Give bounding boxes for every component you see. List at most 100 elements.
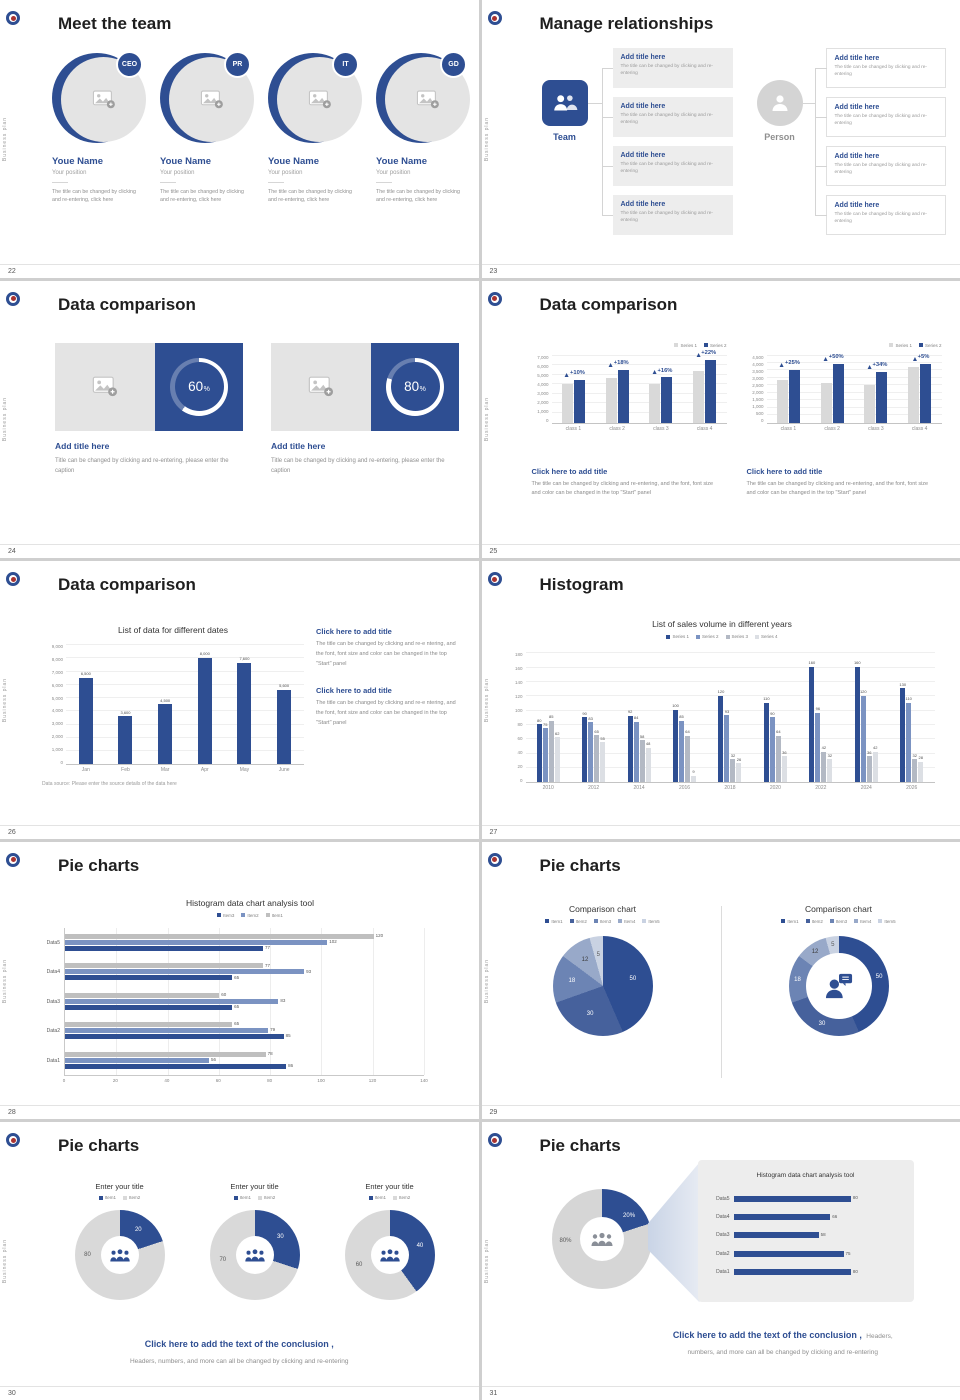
person-icon bbox=[772, 95, 787, 111]
box-text: The title can be changed by clicking and… bbox=[834, 65, 928, 78]
slide-23: Business plan Manage relationships Team … bbox=[481, 0, 960, 278]
footer-divider bbox=[0, 544, 479, 546]
page-number: 22 bbox=[8, 267, 16, 275]
comparison-left: Comparison chart Item1 Item2 Item3 Item4 Ite… bbox=[498, 904, 708, 1036]
sidebar-watermark-text: Business plan bbox=[483, 677, 490, 723]
avatar: IT bbox=[268, 50, 362, 147]
box-text: The title can be changed by clicking and… bbox=[834, 114, 928, 127]
chart-title: Enter your title bbox=[95, 1182, 144, 1192]
legend: Item1 Item2 Item3 Item4 Item5 bbox=[498, 919, 708, 924]
slide-31: Business plan Pie charts 20% 80% Histogra… bbox=[481, 1122, 960, 1400]
cta-block: Click here to add title The title can be… bbox=[532, 467, 720, 500]
chart-block-right: Series 1 Series 2 4,500 4,000 3,500 3,000 2,5… bbox=[747, 331, 942, 432]
legend: Series 1 Series 2 bbox=[747, 343, 942, 348]
image-placeholder-icon bbox=[200, 90, 223, 109]
slide-22: Business plan Meet the team CEO Youe Nam… bbox=[0, 0, 479, 278]
team-member-card: IT Youe Name Your position The title can… bbox=[268, 50, 362, 204]
brand-roundel-logo-icon bbox=[487, 291, 502, 306]
page-number: 23 bbox=[489, 267, 498, 275]
people-group-icon bbox=[109, 1249, 130, 1262]
slide-title: Manage relationships bbox=[539, 14, 714, 33]
chart-title: Comparison chart bbox=[804, 903, 873, 914]
member-description: The title can be changed by clicking and… bbox=[52, 189, 136, 204]
slide-26: Business plan Data comparison List of da… bbox=[0, 561, 479, 839]
donut-wrap: 50 30 18 12 5 bbox=[734, 935, 944, 1036]
team-members-row: CEO Youe Name Your position The title ca… bbox=[52, 50, 470, 204]
footer-divider bbox=[0, 824, 479, 826]
projection-beam-shape bbox=[647, 1162, 700, 1303]
page-number: 31 bbox=[489, 1390, 498, 1397]
grouped-bar-chart: 4,500 4,000 3,500 3,000 2,500 2,000 1,500 1,000… bbox=[747, 354, 942, 432]
caption-text: Title can be changed by clicking and re-… bbox=[271, 457, 445, 474]
slide-title: Data comparison bbox=[539, 294, 678, 314]
conclusion-inline: Headers, bbox=[866, 1333, 893, 1341]
sidebar-watermark-text: Business plan bbox=[2, 397, 8, 442]
card-caption: Add title here Title can be changed by c… bbox=[271, 441, 459, 476]
people-group-icon bbox=[244, 1249, 265, 1262]
donut-chart: 40 60 bbox=[344, 1210, 435, 1301]
avatar: CEO bbox=[52, 50, 146, 147]
brand-roundel-logo-icon bbox=[6, 852, 20, 867]
team-people-icon bbox=[553, 95, 577, 111]
box-title: Add title here bbox=[620, 54, 666, 61]
member-name: Youe Name bbox=[52, 156, 104, 167]
divider bbox=[376, 182, 392, 183]
horizontal-bar-chart: Data5 Data4 Data3 Data2 Data1 120 102 77 77 93 65 6… bbox=[38, 927, 462, 1083]
caption-title: Add title here bbox=[55, 440, 110, 451]
member-position: Your position bbox=[52, 170, 87, 176]
image-placeholder-icon bbox=[308, 90, 331, 109]
member-description: The title can be changed by clicking and… bbox=[376, 189, 460, 204]
progress-ring-chart: 80% bbox=[386, 357, 444, 416]
conclusion-title: Click here to add the text of the conclu… bbox=[144, 1339, 334, 1350]
team-icon-box bbox=[541, 80, 602, 126]
chart-block-left: Series 1 Series 2 7,000 6,000 5,000 4,000 3,0… bbox=[532, 331, 727, 432]
people-group-icon bbox=[379, 1249, 400, 1262]
slide-29: Business plan Pie charts Comparison char… bbox=[481, 841, 960, 1120]
team-member-card: GD Youe Name Your position The title can… bbox=[376, 50, 470, 204]
conclusion-text: numbers, and more can all be changed by … bbox=[687, 1349, 878, 1357]
page-number: 25 bbox=[489, 548, 498, 556]
cta-text: The title can be changed by clicking and… bbox=[316, 641, 456, 667]
horizontal-bar-chart: Data5 Data4 Data3 Data2 Data1 80 66 58 75 80 bbox=[716, 1195, 858, 1276]
percent-panel: 80% bbox=[371, 342, 459, 431]
slide-24: Business plan Data comparison 60% 80% Ad… bbox=[0, 280, 479, 559]
title-box: Add title here The title can be changed … bbox=[601, 97, 733, 137]
avatar: PR bbox=[160, 50, 254, 147]
conclusion-block: Click here to add the text of the conclu… bbox=[0, 1334, 479, 1365]
vertical-divider bbox=[720, 905, 722, 1078]
person-label: Person bbox=[764, 132, 795, 142]
chart-block: Histogram data chart analysis tool Item3… bbox=[38, 898, 462, 1083]
member-position: Your position bbox=[160, 170, 195, 176]
role-badge: PR bbox=[224, 51, 251, 78]
card-caption: Add title here Title can be changed by c… bbox=[55, 441, 243, 476]
member-description: The title can be changed by clicking and… bbox=[160, 189, 244, 204]
support-person-icon bbox=[825, 973, 852, 998]
image-placeholder-icon bbox=[92, 90, 115, 109]
box-text: The title can be changed by clicking and… bbox=[620, 211, 714, 224]
role-badge: IT bbox=[332, 51, 359, 78]
donut-chart: 30 70 bbox=[209, 1210, 300, 1301]
page-number: 30 bbox=[8, 1390, 16, 1397]
page-number: 26 bbox=[8, 828, 16, 836]
brand-roundel-logo-icon bbox=[6, 1133, 20, 1148]
donut-row: Enter your title Item1 Item2 20 80 Enter y… bbox=[52, 1182, 457, 1301]
sidebar-watermark-text: Business plan bbox=[2, 1239, 8, 1284]
footer-divider bbox=[0, 1386, 479, 1387]
conclusion-title: Click here to add the text of the conclu… bbox=[672, 1330, 862, 1341]
sidebar-watermark-text: Business plan bbox=[483, 397, 490, 442]
sidebar-watermark-text: Business plan bbox=[2, 116, 8, 161]
conclusion-block: Click here to add the text of the conclu… bbox=[612, 1325, 955, 1356]
progress-ring-chart: 60% bbox=[170, 357, 228, 416]
role-badge: CEO bbox=[116, 51, 143, 78]
cta-text: The title can be changed by clicking and… bbox=[531, 480, 714, 497]
comparison-right: Comparison chart Item1 Item2 Item3 Item4 Ite… bbox=[734, 904, 944, 1036]
title-box: Add title here The title can be changed … bbox=[601, 48, 733, 88]
brand-roundel-logo-icon bbox=[6, 291, 20, 306]
legend: Item3 Item2 Item1 bbox=[38, 913, 462, 918]
title-box: Add title here The title can be changed … bbox=[601, 146, 733, 186]
comparison-card: 60% bbox=[55, 342, 243, 431]
donut-wrap: 20 80 bbox=[57, 1210, 182, 1301]
legend: Item1 Item2 Item3 Item4 Item5 bbox=[734, 919, 944, 924]
legend: Item1 Item2 bbox=[192, 1195, 317, 1200]
